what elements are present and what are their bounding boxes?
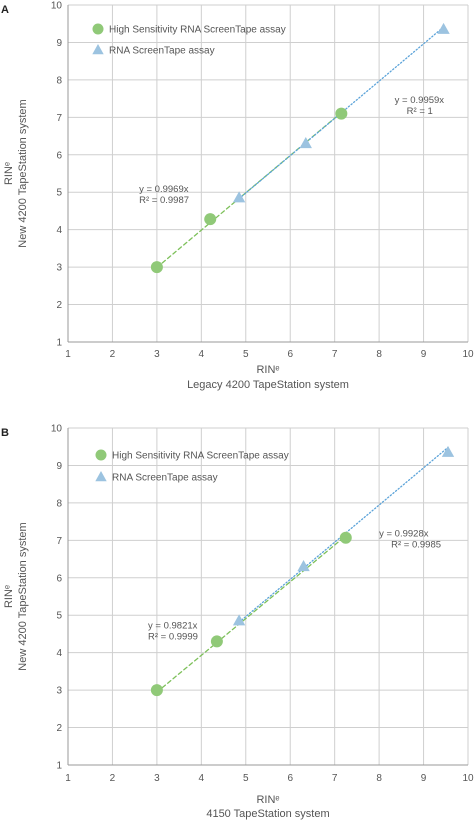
x-tick-label: 7 xyxy=(332,773,338,784)
y-tick-label: 1 xyxy=(56,761,62,772)
data-point-rna xyxy=(232,614,246,626)
fit-r-squared: R² = 0.9987 xyxy=(139,195,189,206)
x-tick-label: 5 xyxy=(243,773,249,784)
data-point-hs-rna xyxy=(210,635,223,648)
x-axis-title-line1: RINᵉ xyxy=(256,364,279,376)
trendline-hs-rna xyxy=(156,535,347,693)
y-tick-label: 9 xyxy=(56,38,62,49)
chart-panel-b: B 1 2 3 4 5 6 7 8 9 10 1 2 3 4 5 6 7 8 9 10 RINᵉ 4150 TapeStat… xyxy=(1,424,474,821)
y-tick-label: 8 xyxy=(56,75,62,86)
x-tick-label: 6 xyxy=(287,349,293,360)
y-tick-label: 7 xyxy=(56,113,62,124)
y-tick-label: 2 xyxy=(56,300,62,311)
x-tick-label: 1 xyxy=(65,773,71,784)
y-tick-label: 6 xyxy=(56,573,62,584)
data-point-rna xyxy=(297,560,310,572)
legend-label: RNA ScreenTape assay xyxy=(112,473,218,484)
x-axis-title-line2: 4150 TapeStation system xyxy=(206,808,329,820)
fit-r-squared: R² = 1 xyxy=(407,106,433,117)
x-tick-label: 5 xyxy=(243,349,249,360)
y-axis-title-line2: New 4200 TapeStation system xyxy=(17,99,29,247)
x-tick-label: 6 xyxy=(287,773,293,784)
x-tick-label: 8 xyxy=(376,773,382,784)
y-tick-label: 7 xyxy=(56,536,62,547)
x-tick-label: 4 xyxy=(199,773,205,784)
x-tick-label: 10 xyxy=(462,349,474,360)
y-tick-label: 10 xyxy=(51,424,63,435)
y-tick-label: 8 xyxy=(56,498,62,509)
y-tick-label: 2 xyxy=(56,723,62,734)
y-tick-label: 1 xyxy=(56,338,62,349)
y-tick-label: 10 xyxy=(51,1,63,12)
fit-equation: y = 0.9959x xyxy=(395,95,445,106)
x-tick-label: 3 xyxy=(154,349,160,360)
y-tick-label: 9 xyxy=(56,461,62,472)
y-tick-label: 5 xyxy=(56,188,62,199)
fit-equation: y = 0.9821x xyxy=(148,620,198,631)
data-point-rna xyxy=(441,445,455,457)
y-tick-label: 6 xyxy=(56,150,62,161)
data-point-hs-rna xyxy=(204,213,217,226)
legend-label: RNA ScreenTape assay xyxy=(109,46,215,57)
panel-label: B xyxy=(1,427,9,439)
legend-marker-circle xyxy=(92,23,104,35)
y-axis-title-line1: RINᵉ xyxy=(3,162,15,185)
data-point-hs-rna xyxy=(150,261,163,274)
x-tick-label: 2 xyxy=(110,349,116,360)
panel-label: A xyxy=(1,4,9,16)
y-tick-label: 4 xyxy=(56,225,62,236)
chart-panel-a: A 1 2 3 4 5 6 7 8 9 10 1 2 3 4 5 6 7 8 9 10 RINᵉ Legacy 4200 T… xyxy=(1,1,474,392)
data-point-rna xyxy=(437,22,450,34)
x-tick-label: 9 xyxy=(421,349,427,360)
y-tick-label: 5 xyxy=(56,611,62,622)
x-axis-title-line1: RINᵉ xyxy=(256,794,279,806)
y-tick-label: 3 xyxy=(56,686,62,697)
x-tick-label: 7 xyxy=(332,349,338,360)
x-tick-label: 4 xyxy=(199,349,205,360)
legend-marker-circle xyxy=(95,449,107,461)
x-tick-label: 2 xyxy=(110,773,116,784)
x-axis-title-line2: Legacy 4200 TapeStation system xyxy=(187,379,349,391)
y-axis-title-line2: New 4200 TapeStation system xyxy=(17,522,29,670)
data-point-hs-rna xyxy=(339,531,352,544)
x-tick-label: 1 xyxy=(65,349,71,360)
y-axis-title-line1: RINᵉ xyxy=(3,585,15,608)
data-point-rna xyxy=(299,137,312,149)
legend-marker-triangle xyxy=(95,471,107,482)
legend-marker-triangle xyxy=(92,44,104,55)
x-tick-label: 10 xyxy=(462,773,474,784)
data-point-hs-rna xyxy=(335,107,348,120)
data-point-rna xyxy=(232,191,246,203)
fit-equation: y = 0.9928x xyxy=(379,529,429,540)
x-tick-label: 9 xyxy=(421,773,427,784)
x-tick-label: 8 xyxy=(376,349,382,360)
legend-label: High Sensitivity RNA ScreenTape assay xyxy=(112,451,289,462)
fit-r-squared: R² = 0.9985 xyxy=(391,540,441,551)
y-tick-label: 3 xyxy=(56,263,62,274)
data-point-hs-rna xyxy=(150,684,163,697)
fit-equation: y = 0.9969x xyxy=(139,184,189,195)
legend-label: High Sensitivity RNA ScreenTape assay xyxy=(109,25,286,36)
y-tick-label: 4 xyxy=(56,648,62,659)
fit-r-squared: R² = 0.9999 xyxy=(148,631,198,642)
x-tick-label: 3 xyxy=(154,773,160,784)
